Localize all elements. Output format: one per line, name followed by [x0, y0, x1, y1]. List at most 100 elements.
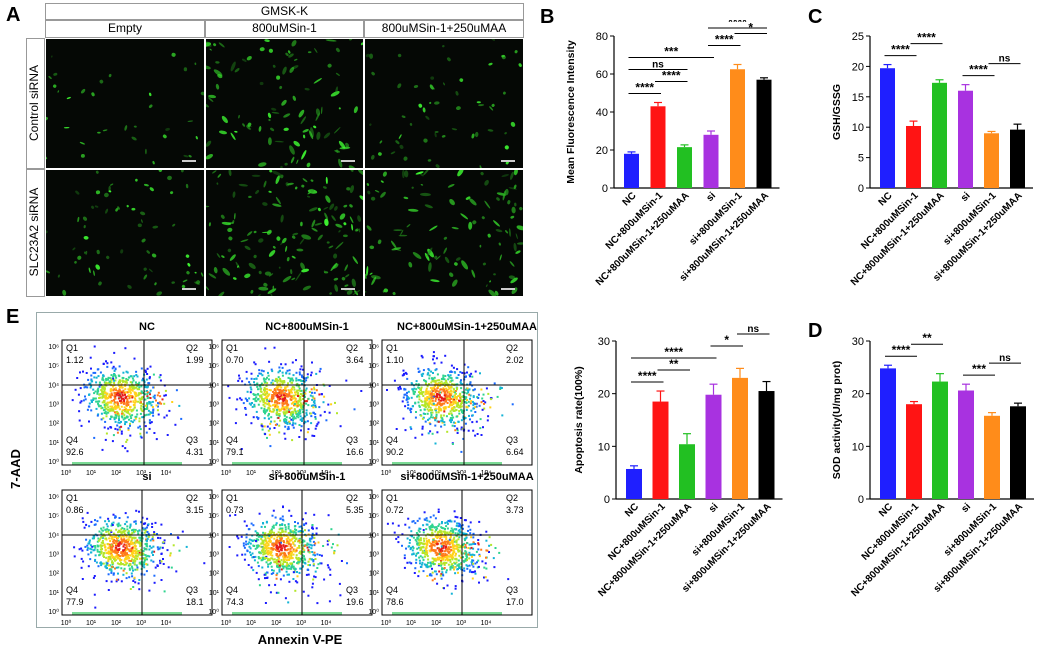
- cell: [126, 204, 129, 208]
- event-dot: [440, 383, 442, 386]
- event-dot: [141, 379, 144, 382]
- event-dot: [431, 432, 434, 435]
- cell: [360, 42, 363, 46]
- event-dot: [429, 401, 432, 404]
- event-dot: [245, 540, 248, 543]
- event-dot: [429, 516, 432, 519]
- event-dot: [278, 568, 281, 571]
- event-dot: [477, 393, 480, 396]
- cell: [232, 220, 235, 224]
- event-dot: [101, 536, 104, 539]
- event-dot: [135, 509, 138, 512]
- event-dot: [138, 420, 141, 423]
- panel-letter-d: D: [808, 320, 823, 342]
- event-dot: [126, 379, 129, 381]
- y-tick-label: 0: [602, 183, 608, 195]
- cell: [233, 212, 236, 220]
- event-dot: [71, 399, 74, 402]
- event-dot: [100, 532, 103, 535]
- event-dot: [295, 400, 298, 403]
- event-dot: [110, 524, 113, 527]
- cell: [46, 230, 48, 234]
- event-dot: [107, 520, 110, 523]
- event-dot: [292, 565, 295, 568]
- event-dot: [458, 525, 461, 528]
- quadrant-value: 4.31: [186, 447, 204, 457]
- cell: [143, 267, 147, 271]
- event-dot: [279, 397, 282, 400]
- event-dot: [113, 403, 116, 406]
- event-dot: [432, 379, 435, 382]
- flow-plot-title: si+800uMSin-1+250uMAA: [400, 471, 533, 483]
- event-dot: [478, 555, 481, 558]
- cell: [327, 63, 332, 68]
- event-dot: [284, 526, 287, 529]
- event-dot: [88, 402, 91, 405]
- event-dot: [87, 542, 90, 545]
- event-dot: [457, 406, 460, 409]
- event-dot: [438, 393, 440, 396]
- event-dot: [94, 371, 97, 374]
- event-dot: [129, 563, 132, 565]
- event-dot: [462, 416, 465, 419]
- event-dot: [148, 427, 151, 430]
- cell: [510, 121, 516, 127]
- event-dot: [117, 543, 120, 546]
- y-tick-label: 10²: [49, 571, 60, 578]
- event-dot: [107, 530, 110, 533]
- event-dot: [419, 537, 422, 540]
- event-dot: [310, 547, 313, 550]
- event-dot: [111, 367, 114, 370]
- event-dot: [444, 406, 447, 409]
- event-dot: [142, 561, 145, 564]
- cell: [508, 228, 511, 237]
- event-dot: [110, 553, 113, 556]
- event-dot: [424, 393, 427, 396]
- event-dot: [319, 562, 322, 565]
- event-dot: [267, 549, 270, 552]
- event-dot: [464, 396, 467, 399]
- event-dot: [107, 546, 110, 549]
- event-dot: [418, 544, 421, 546]
- event-dot: [403, 372, 405, 375]
- event-dot: [433, 388, 436, 391]
- event-dot: [315, 389, 318, 392]
- event-dot: [123, 563, 126, 566]
- event-dot: [129, 408, 132, 411]
- event-dot: [298, 571, 301, 574]
- event-dot: [149, 393, 151, 396]
- event-dot: [73, 546, 76, 549]
- cell: [317, 207, 321, 212]
- event-dot: [265, 555, 268, 558]
- cell: [371, 71, 375, 76]
- cell: [495, 229, 503, 233]
- event-dot: [262, 546, 265, 549]
- cell: [325, 176, 328, 185]
- x-tick-label: 10¹: [246, 470, 257, 477]
- event-dot: [461, 383, 464, 386]
- cell: [338, 158, 343, 168]
- category-label: NC: [621, 190, 639, 208]
- cell: [504, 145, 509, 150]
- event-dot: [273, 427, 276, 429]
- event-dot: [159, 379, 162, 382]
- event-dot: [118, 421, 121, 424]
- event-dot: [420, 414, 423, 417]
- event-dot: [303, 555, 305, 558]
- event-dot: [311, 526, 314, 529]
- event-dot: [288, 538, 291, 541]
- event-dot: [88, 393, 90, 396]
- event-dot: [276, 386, 279, 389]
- event-dot: [458, 563, 461, 566]
- event-dot: [281, 390, 284, 393]
- event-dot: [132, 400, 135, 403]
- event-dot: [425, 380, 428, 383]
- event-dot: [320, 562, 323, 565]
- event-dot: [314, 558, 317, 560]
- event-dot: [82, 399, 85, 402]
- event-dot: [485, 567, 488, 570]
- event-dot: [293, 396, 296, 399]
- event-dot: [112, 365, 115, 368]
- significance-label: *: [724, 333, 729, 347]
- event-dot: [159, 395, 162, 398]
